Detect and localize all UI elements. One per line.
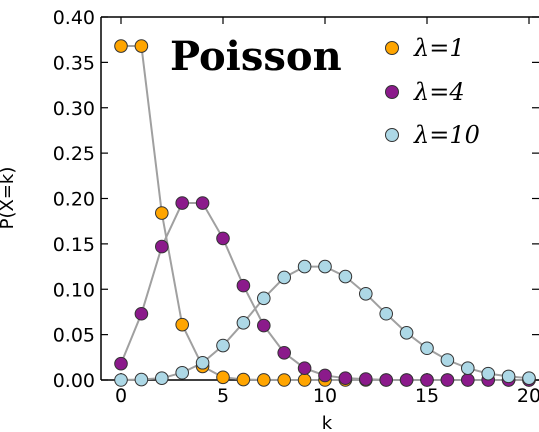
legend-label-2: λ=10 (413, 121, 480, 149)
legend-marker-2 (385, 128, 399, 142)
data-point-series-1 (195, 196, 210, 210)
data-point-series-0 (134, 39, 149, 53)
data-point-series-2 (399, 326, 414, 340)
data-point-series-0 (257, 373, 271, 387)
data-point-series-1 (440, 373, 455, 387)
data-point-series-2 (379, 306, 394, 321)
data-point-series-2 (134, 372, 149, 387)
data-point-series-1 (175, 196, 189, 210)
data-point-series-1 (379, 373, 394, 387)
data-point-series-2 (338, 269, 353, 284)
data-point-series-0 (236, 372, 251, 387)
data-point-series-2 (195, 355, 210, 370)
data-point-series-2 (175, 365, 189, 380)
data-point-series-2 (461, 361, 475, 376)
data-point-series-0 (114, 39, 128, 53)
chart-title: Poisson (170, 33, 342, 80)
y-tick-label: 0.15 (53, 234, 95, 256)
y-tick-label: 0.40 (53, 7, 95, 29)
y-tick-label: 0.10 (53, 279, 95, 301)
data-point-series-2 (501, 369, 516, 384)
legend: λ=1 λ=4 λ=10 (385, 34, 480, 149)
y-tick-label: 0.30 (53, 98, 95, 120)
data-point-series-1 (155, 239, 169, 254)
data-point-series-1 (257, 318, 271, 333)
y-tick-label: 0.05 (53, 325, 95, 347)
y-tick-label: 0.35 (53, 52, 95, 74)
y-tick-label: 0.20 (53, 189, 95, 211)
data-point-series-2 (216, 338, 230, 353)
x-tick-label: 15 (415, 385, 439, 407)
data-point-series-2 (522, 371, 536, 385)
data-point-series-1 (399, 373, 414, 387)
data-point-series-1 (359, 372, 373, 386)
x-axis-label: k (322, 413, 333, 432)
x-tick-label: 5 (217, 385, 229, 407)
data-point-series-0 (277, 373, 292, 387)
data-point-series-0 (175, 317, 189, 332)
x-tick-label: 0 (115, 385, 127, 407)
data-point-series-1 (216, 231, 230, 246)
y-axis-label: P(X=k) (0, 167, 18, 230)
series-line-1 (120, 202, 529, 381)
x-tick-label: 10 (313, 385, 337, 407)
data-point-series-2 (297, 259, 312, 274)
data-point-series-0 (297, 373, 312, 387)
data-point-series-1 (134, 306, 149, 321)
data-point-series-1 (461, 373, 475, 387)
data-point-series-1 (114, 356, 128, 371)
data-point-series-1 (318, 368, 332, 383)
data-point-series-1 (277, 345, 292, 360)
data-point-series-2 (155, 371, 169, 385)
y-tick-label: 0.00 (53, 370, 95, 392)
series-points (114, 39, 536, 387)
data-point-series-2 (420, 341, 434, 356)
y-tick-label: 0.25 (53, 143, 95, 165)
legend-marker-0 (385, 41, 399, 55)
legend-label-1: λ=4 (413, 78, 465, 106)
data-point-series-2 (359, 286, 373, 301)
data-point-series-1 (297, 361, 312, 376)
data-point-series-2 (277, 270, 292, 285)
data-point-series-2 (114, 373, 128, 387)
legend-marker-1 (385, 85, 399, 99)
data-point-series-0 (155, 206, 169, 220)
data-point-series-2 (481, 366, 496, 381)
data-point-series-2 (236, 316, 251, 330)
data-point-series-2 (257, 291, 271, 306)
x-tick-label: 20 (517, 385, 539, 407)
legend-label-0: λ=1 (413, 34, 465, 62)
ticks-group: 0.00 0.05 0.10 0.15 0.20 0.25 0.30 0.35 0.40 0 5 10… (53, 7, 539, 407)
data-point-series-2 (440, 353, 455, 367)
data-point-series-1 (236, 278, 251, 293)
data-point-series-1 (420, 373, 434, 387)
data-point-series-0 (216, 370, 230, 385)
data-point-series-1 (338, 371, 353, 385)
data-point-series-2 (318, 259, 332, 274)
